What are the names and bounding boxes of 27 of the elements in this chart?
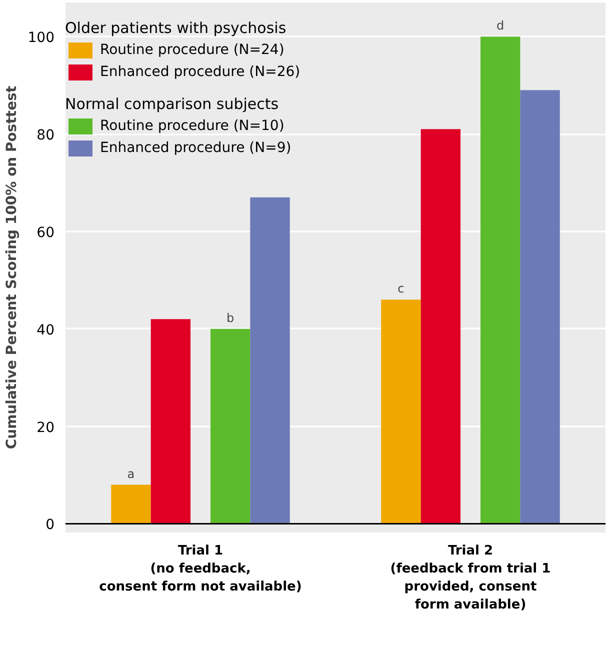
y-tick-label: 20	[36, 420, 55, 436]
bar	[250, 197, 290, 524]
x-tick-label: Trial 1 (no feedback, consent form not available)	[99, 544, 302, 594]
legend-label: Enhanced procedure (N=9)	[100, 139, 292, 158]
bar	[381, 300, 421, 524]
data-label: b	[226, 310, 234, 325]
legend-label: Enhanced procedure (N=26)	[100, 63, 300, 82]
bar	[420, 129, 461, 524]
y-tick-label: 40	[36, 322, 55, 338]
bar	[111, 484, 151, 524]
x-tick-label: Trial 2 (feedback from trial 1 provided, consent form available)	[390, 544, 551, 612]
data-label: d	[496, 18, 504, 33]
y-tick-label: 80	[36, 128, 55, 144]
annotation: Normal comparison subjects	[65, 95, 280, 113]
legend-label: Routine procedure (N=10)	[100, 117, 284, 136]
legend-label: Routine procedure (N=24)	[100, 41, 284, 60]
y-tick-label: 100	[28, 30, 55, 46]
annotation: Older patients with psychosis	[65, 19, 288, 37]
y-tick-label: 0	[46, 517, 55, 534]
bar	[520, 90, 560, 524]
bar	[150, 319, 191, 524]
data-label: c	[398, 282, 404, 296]
bar	[480, 36, 520, 524]
data-label: a	[127, 466, 135, 481]
bar	[210, 328, 250, 524]
y-tick-label: 60	[36, 224, 55, 241]
y-axis-title: Cumulative Percent Scoring 100% on Posttest	[4, 86, 20, 450]
